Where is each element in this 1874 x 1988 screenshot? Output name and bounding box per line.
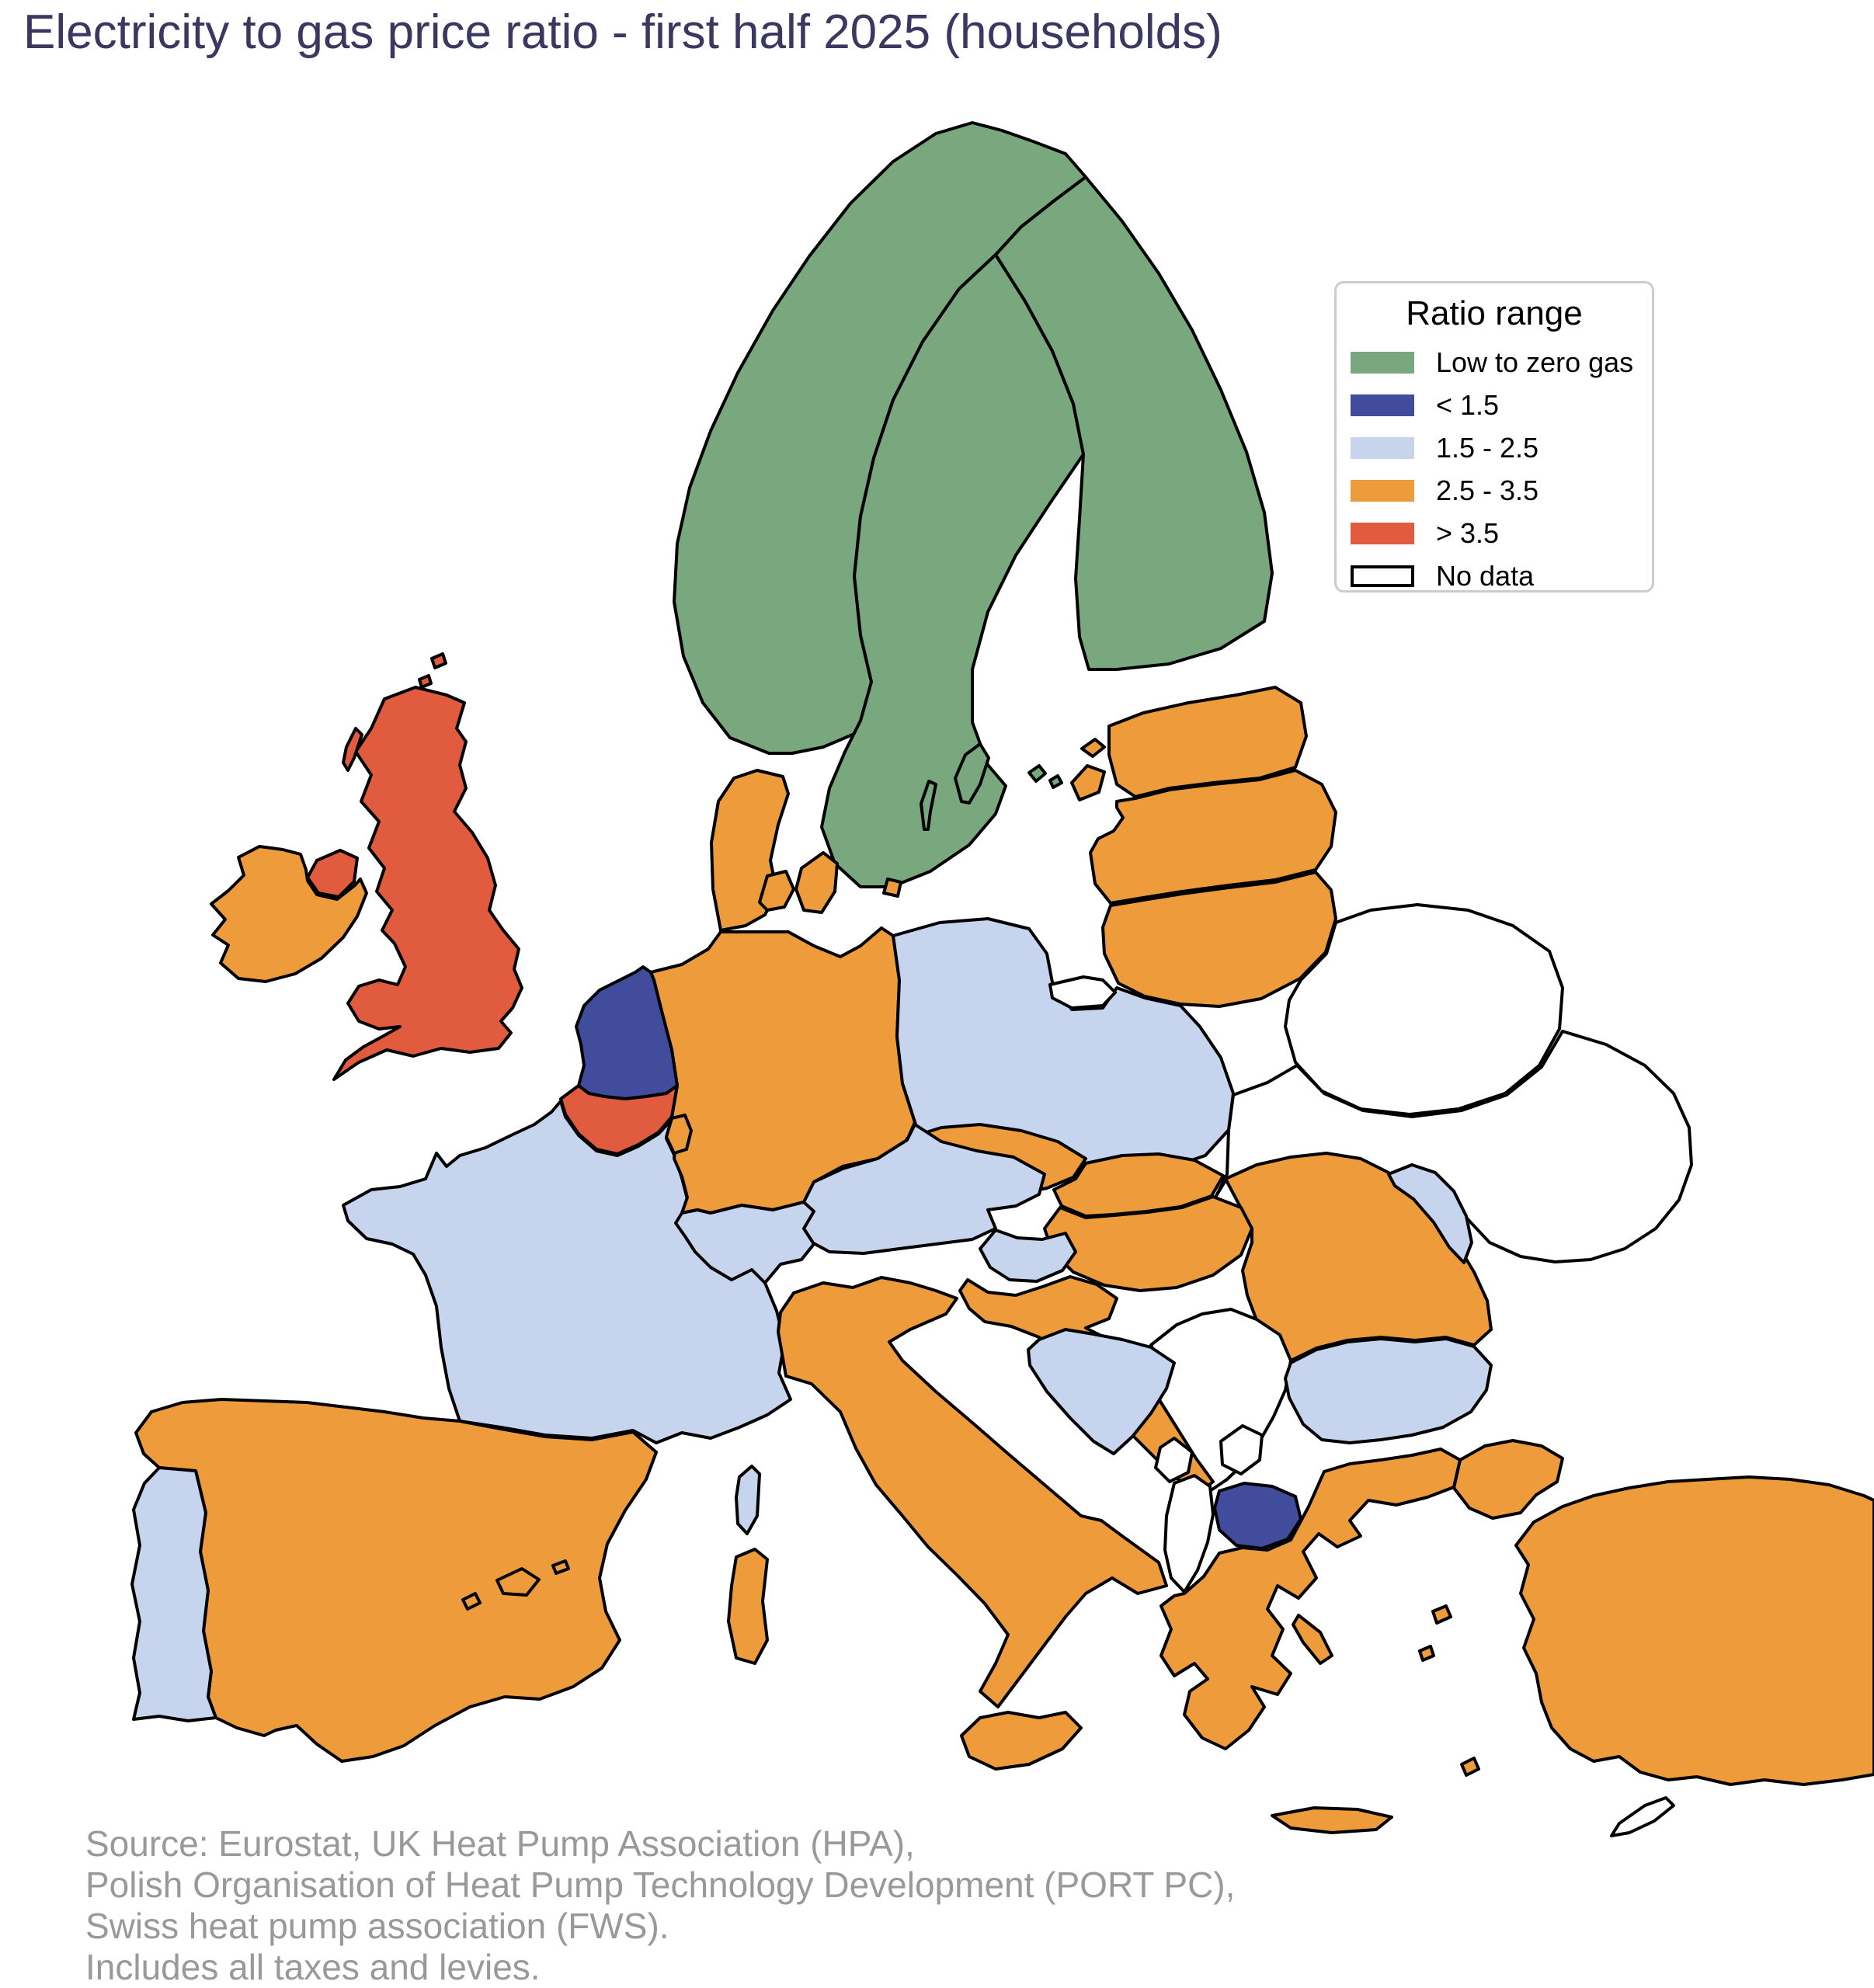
island-hebrides (342, 727, 363, 772)
island-shetland (430, 652, 447, 669)
island-ibiza (461, 1592, 482, 1611)
island-hiiumaa (1080, 738, 1106, 758)
legend-label-no-data: No data (1436, 559, 1535, 592)
legend-swatch-1-5-2-5-icon (1351, 436, 1414, 459)
island-euboea (1292, 1614, 1333, 1665)
country-turkey-anatolia (1514, 1475, 1874, 1786)
source-line-1: Source: Eurostat, UK Heat Pump Associati… (85, 1823, 915, 1864)
country-latvia (1089, 769, 1337, 905)
country-denmark-zealand (794, 851, 839, 914)
legend-swatch-2-5-3-5-icon (1351, 479, 1414, 502)
country-finland (994, 176, 1274, 671)
legend-swatch-gt-3-5-icon (1351, 522, 1414, 544)
country-united-kingdom (332, 686, 523, 1081)
country-belgium (559, 1084, 679, 1156)
country-turkey-thrace (1452, 1439, 1564, 1520)
country-portugal (130, 1466, 217, 1722)
legend-swatch-no-data-icon (1351, 565, 1414, 587)
legend-label-lt-1-5: < 1.5 (1436, 388, 1500, 421)
country-italy (777, 1276, 1168, 1708)
country-romania (1224, 1152, 1493, 1362)
legend-title: Ratio range (1406, 294, 1583, 332)
legend: Ratio range Low to zero gas < 1.5 1.5 - … (1334, 281, 1654, 593)
source-line-2: Polish Organisation of Heat Pump Technol… (85, 1865, 1236, 1905)
country-bosnia (1027, 1328, 1176, 1455)
country-switzerland (674, 1201, 815, 1284)
legend-swatch-lt-1-5-icon (1351, 394, 1414, 416)
island-sardinia (727, 1548, 769, 1665)
island-rhodes (1460, 1757, 1480, 1777)
country-lithuania (1101, 871, 1337, 1008)
legend-label-1-5-2-5: 1.5 - 2.5 (1436, 431, 1539, 464)
island-aland-2 (1048, 774, 1063, 789)
legend-label-2-5-3-5: 2.5 - 3.5 (1436, 474, 1539, 506)
island-corsica (735, 1465, 761, 1535)
legend-item-1-5-2-5: 1.5 - 2.5 (1337, 426, 1652, 469)
legend-item-gt-3-5: > 3.5 (1337, 512, 1652, 554)
country-denmark-bornholm (882, 878, 902, 898)
country-ireland (210, 845, 368, 983)
island-lesbos (1431, 1604, 1452, 1625)
country-northern-ireland (306, 849, 359, 898)
island-gotland (954, 742, 990, 805)
island-sicily (960, 1711, 1083, 1771)
legend-label-low-to-zero-gas: Low to zero gas (1436, 346, 1634, 378)
island-oland (920, 780, 937, 831)
island-menorca (551, 1559, 570, 1575)
country-bulgaria (1284, 1337, 1493, 1444)
country-greece (1160, 1448, 1462, 1750)
page-title: Electricity to gas price ratio - first h… (23, 5, 1222, 59)
country-slovenia (979, 1229, 1077, 1283)
legend-swatch-low-to-zero-gas-icon (1351, 351, 1414, 374)
legend-item-2-5-3-5: 2.5 - 3.5 (1337, 469, 1652, 512)
country-montenegro (1154, 1437, 1194, 1483)
island-cyprus (1610, 1796, 1675, 1837)
country-estonia (1107, 686, 1308, 798)
country-albania (1163, 1474, 1215, 1594)
legend-item-no-data: No data (1337, 554, 1652, 597)
source-note: Source: Eurostat, UK Heat Pump Associati… (85, 1823, 1235, 1988)
country-kosovo (1219, 1424, 1264, 1475)
island-aland-1 (1027, 764, 1047, 783)
country-spain (134, 1398, 658, 1763)
legend-label-gt-3-5: > 3.5 (1436, 516, 1500, 549)
country-kaliningrad (1048, 975, 1117, 1010)
country-denmark-funen (758, 870, 795, 912)
island-crete (1271, 1806, 1393, 1834)
island-mallorca (495, 1567, 541, 1597)
country-north-macedonia (1213, 1482, 1302, 1550)
source-line-3: Swiss heat pump association (FWS). (85, 1906, 669, 1946)
country-moldova (1387, 1163, 1473, 1264)
country-luxembourg (665, 1114, 693, 1155)
source-line-4: Includes all taxes and levies. (85, 1947, 541, 1987)
island-saaremaa (1070, 764, 1106, 801)
island-orkney (418, 674, 433, 689)
island-chios (1418, 1645, 1435, 1662)
legend-item-lt-1-5: < 1.5 (1337, 384, 1652, 426)
legend-item-low-to-zero-gas: Low to zero gas (1337, 341, 1652, 384)
country-belarus (1284, 903, 1564, 1116)
